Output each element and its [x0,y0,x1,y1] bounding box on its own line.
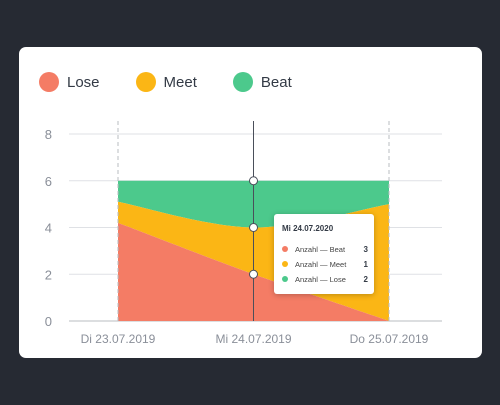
legend-item-meet[interactable]: Meet [135,72,197,92]
legend-swatch-meet [135,72,156,92]
hover-point [249,176,258,186]
area-chart: 0 2 4 6 8 Di 23.07.2019 Mi 24.07.2019 Do 25.07.… [45,121,442,346]
tooltip-label: Anzahl — Beat [295,244,346,254]
chart-card: Lose Meet Beat 0 2 4 6 8 Di 23.07.2019 Mi 24.0… [19,47,482,358]
legend-label-lose: Lose [67,73,100,91]
y-tick-label: 4 [45,221,52,236]
y-tick-label: 0 [45,314,52,329]
tooltip-dot [282,246,288,252]
tooltip-dot [282,276,288,282]
legend-swatch-lose [39,72,59,92]
hover-point [249,223,258,232]
legend-swatch-beat [232,72,253,92]
y-tick-label: 2 [45,267,52,282]
tooltip-label: Anzahl — Lose [295,274,346,284]
legend-label-beat: Beat [260,73,292,91]
chart-legend: Lose Meet Beat [39,72,328,92]
hover-point [249,269,258,279]
tooltip-row: Anzahl — Beat 3 [282,243,368,255]
tooltip-value: 1 [363,259,368,269]
area-lose [118,222,389,321]
legend-item-beat[interactable]: Beat [232,72,292,92]
tooltip-value: 2 [363,274,368,284]
x-tick-label: Mi 24.07.2019 [215,332,291,346]
x-tick-label: Do 25.07.2019 [350,332,429,346]
tooltip-dot [282,261,288,267]
x-tick-label: Di 23.07.2019 [81,332,156,346]
tooltip-title: Mi 24.07.2020 [282,224,334,233]
legend-label-meet: Meet [163,73,197,91]
chart-tooltip: Mi 24.07.2020 Anzahl — Beat 3 Anzahl — M… [274,214,374,294]
legend-item-lose[interactable]: Lose [39,72,100,92]
tooltip-value: 3 [363,244,368,254]
y-tick-label: 8 [45,127,52,142]
tooltip-row: Anzahl — Lose 2 [282,273,368,285]
y-tick-label: 6 [45,174,52,189]
tooltip-label: Anzahl — Meet [295,259,347,269]
tooltip-row: Anzahl — Meet 1 [282,258,368,270]
